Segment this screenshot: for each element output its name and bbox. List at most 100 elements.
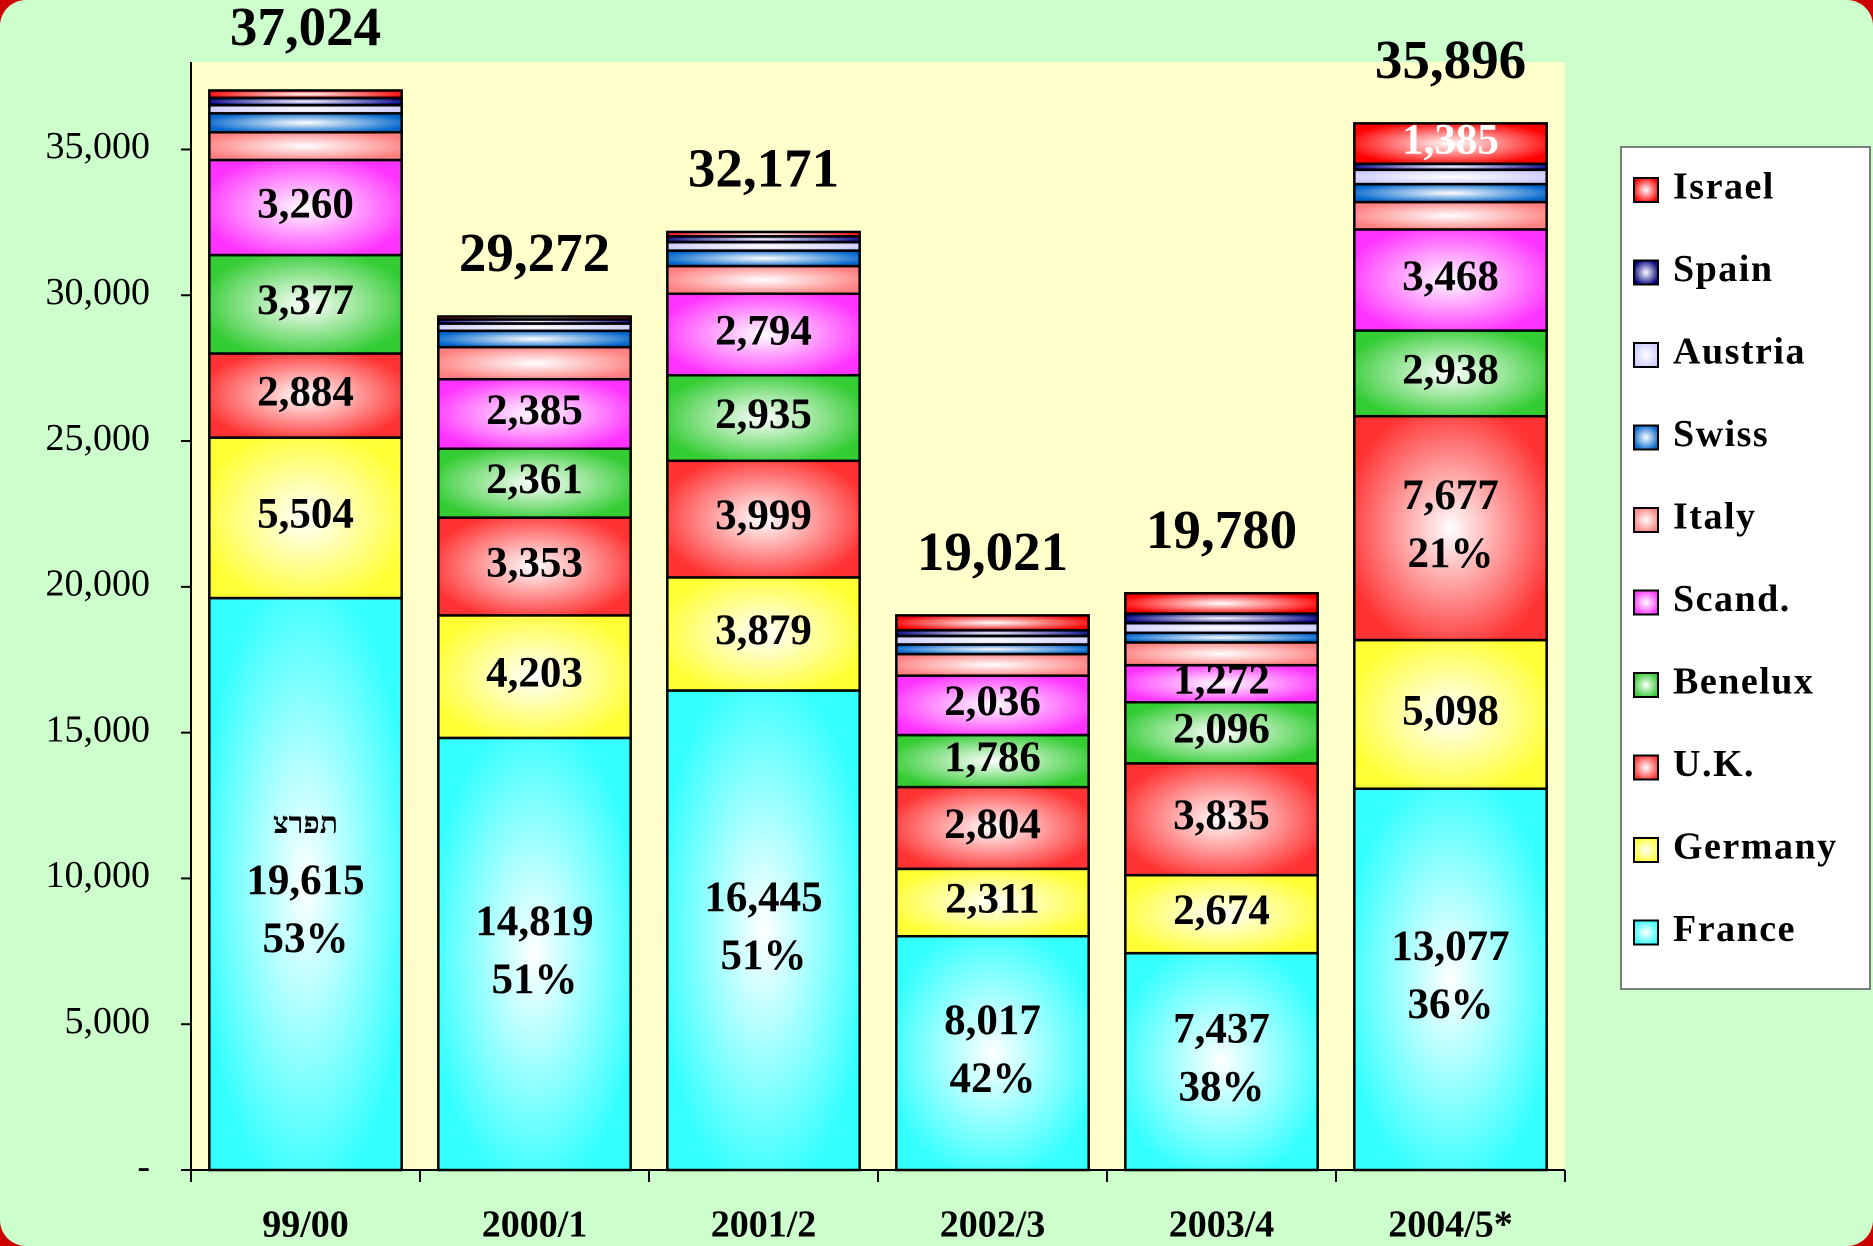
data-label: 5,098: [1402, 687, 1499, 734]
y-tick-label: 25,000: [46, 417, 151, 459]
legend-label: Israel: [1673, 166, 1775, 208]
y-tick-label: 30,000: [46, 271, 151, 313]
data-label: 2,884: [257, 368, 354, 415]
legend-label: Benelux: [1673, 661, 1814, 703]
bar-segment: [895, 652, 1090, 677]
data-label: 1,385: [1402, 116, 1499, 163]
bar-segment: [666, 230, 861, 238]
data-label: 8,017: [944, 997, 1041, 1044]
bar-segment: [1124, 641, 1319, 667]
bar-segment: [666, 240, 861, 252]
data-label: 1,786: [944, 734, 1041, 781]
bar-segment: [1124, 951, 1319, 1172]
bar-segment: [1353, 414, 1548, 642]
x-tick-label: 99/00: [262, 1204, 349, 1246]
data-label: 53%: [263, 915, 349, 962]
y-tick-label: -: [137, 1146, 150, 1188]
data-label: 3,879: [715, 607, 812, 654]
bar-segment: [1124, 621, 1319, 635]
x-tick-label: 2002/3: [940, 1204, 1046, 1246]
bar-segment: [1124, 631, 1319, 644]
data-label: 4,203: [486, 650, 583, 697]
legend-label: Scand.: [1673, 578, 1791, 620]
data-label: 3,353: [486, 539, 583, 586]
data-label: 2,938: [1402, 346, 1499, 393]
data-label: 7,437: [1173, 1005, 1270, 1052]
data-label: 3,835: [1173, 792, 1270, 839]
data-label: 13,077: [1391, 923, 1509, 970]
legend-swatch: [1633, 672, 1659, 698]
bar-segment: [437, 329, 632, 349]
bar-segment: [437, 447, 632, 519]
bar-segment: [1353, 228, 1548, 332]
y-tick-label: 35,000: [46, 125, 151, 167]
bar-segment: [666, 264, 861, 295]
legend-swatch: [1633, 424, 1659, 451]
bar-segment: [208, 131, 403, 162]
bar-segment: [1353, 182, 1548, 204]
legend-label: Swiss: [1673, 413, 1769, 455]
bar-segment: [895, 614, 1090, 632]
x-tick-label: 2000/1: [482, 1204, 588, 1246]
data-label: 3,999: [715, 492, 812, 539]
data-label: 2,935: [715, 391, 812, 438]
y-tick-label: 10,000: [46, 854, 151, 896]
data-label: תפרצ: [273, 807, 338, 840]
y-tick-label: 20,000: [46, 563, 151, 605]
total-label: 29,272: [459, 222, 610, 283]
legend-box: [1620, 146, 1871, 990]
bar-segment: [1124, 612, 1319, 625]
data-label: 42%: [950, 1055, 1036, 1102]
bar-segment: [895, 643, 1090, 656]
bar-segment: [437, 377, 632, 451]
bar-segment: [437, 736, 632, 1172]
legend-swatch: [1633, 507, 1659, 533]
bar-segment: [1353, 638, 1548, 790]
y-tick-label: 5,000: [65, 1000, 151, 1042]
bar-segment: [208, 89, 403, 100]
bar-segment: [208, 436, 403, 600]
legend-swatch: [1633, 342, 1659, 368]
data-label: 38%: [1179, 1063, 1265, 1110]
bar-segment: [1353, 122, 1548, 165]
y-tick-label: 15,000: [46, 708, 151, 750]
data-label: 51%: [492, 956, 578, 1003]
data-label: 19,615: [246, 857, 364, 904]
bar-segment: [208, 596, 403, 1172]
bar-segment: [1353, 168, 1548, 186]
data-label: 3,468: [1402, 253, 1499, 300]
legend-label: France: [1673, 908, 1796, 950]
total-label: 35,896: [1375, 29, 1526, 90]
data-label: 2,674: [1173, 887, 1270, 934]
data-label: 2,096: [1173, 706, 1270, 753]
total-label: 32,171: [688, 138, 839, 199]
bar-segment: [1353, 200, 1548, 231]
legend-swatch: [1633, 837, 1659, 863]
bar-segment: [208, 112, 403, 134]
data-label: 51%: [721, 932, 807, 979]
data-label: 2,385: [486, 387, 583, 434]
x-tick-label: 2004/5*: [1388, 1204, 1513, 1246]
data-label: 2,361: [486, 456, 583, 503]
bar-segment: [1353, 787, 1548, 1172]
data-label: 3,260: [257, 180, 354, 227]
total-label: 19,780: [1146, 499, 1297, 560]
plot-area: [191, 62, 1565, 1170]
bar-segment: [895, 934, 1090, 1172]
data-label: 3,377: [257, 277, 354, 324]
data-label: 2,311: [945, 875, 1039, 922]
total-label: 37,024: [230, 0, 381, 57]
bar-segment: [666, 689, 861, 1172]
legend-label: U.K.: [1673, 743, 1755, 785]
bar-segment: [1124, 700, 1319, 765]
bar-segment: [1124, 873, 1319, 955]
legend-swatch: [1633, 589, 1659, 616]
legend-label: Austria: [1673, 331, 1806, 373]
total-label: 19,021: [917, 521, 1068, 582]
bar-segment: [208, 158, 403, 257]
bar-segment: [895, 733, 1090, 789]
bar-segment: [895, 785, 1090, 871]
bar-segment: [666, 373, 861, 463]
legend-label: Italy: [1673, 496, 1757, 538]
bar-segment: [208, 352, 403, 439]
